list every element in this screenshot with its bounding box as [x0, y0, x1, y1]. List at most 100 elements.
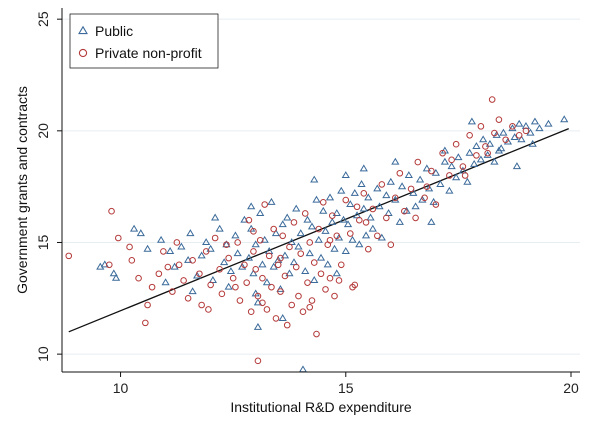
point-public — [352, 211, 362, 219]
point-private — [477, 123, 485, 130]
point-private — [274, 261, 282, 269]
point-private — [331, 292, 338, 300]
point-private — [175, 261, 183, 269]
point-private — [277, 288, 284, 295]
point-private — [135, 274, 142, 282]
point-private — [322, 286, 329, 293]
point-public — [211, 213, 220, 221]
point-public — [515, 119, 524, 127]
point-public — [111, 273, 121, 281]
point-private — [432, 201, 440, 208]
legend-marker-public — [78, 25, 88, 35]
point-private — [333, 232, 341, 240]
point-public — [319, 206, 328, 214]
point-private — [452, 140, 460, 148]
point-private — [473, 152, 480, 159]
point-public — [328, 218, 337, 225]
point-private — [225, 254, 232, 262]
point-public — [208, 276, 218, 283]
legend: Public Private non-profit — [69, 13, 219, 69]
point-private — [461, 172, 469, 179]
point-public — [382, 191, 391, 199]
point-public — [287, 238, 296, 246]
tick-labels: 10 15 20 10 15 20 25 — [35, 11, 579, 396]
point-public — [494, 146, 504, 154]
point-public — [220, 258, 229, 266]
point-public — [357, 180, 366, 187]
point-private — [202, 248, 210, 255]
y-tick-label: 25 — [35, 11, 51, 27]
point-public — [280, 251, 290, 259]
point-public — [375, 202, 384, 210]
point-private — [115, 234, 122, 242]
point-public — [177, 242, 186, 250]
point-private — [428, 167, 435, 175]
point-public — [436, 180, 445, 187]
point-public — [206, 244, 215, 252]
point-private — [256, 236, 264, 244]
point-public — [296, 229, 305, 237]
point-private — [290, 219, 298, 226]
point-private — [286, 243, 293, 251]
point-private — [522, 127, 530, 135]
point-public — [366, 213, 375, 221]
point-private — [502, 136, 509, 144]
point-public — [359, 164, 368, 172]
point-public — [312, 195, 321, 203]
point-private — [392, 194, 399, 202]
point-private — [292, 263, 300, 271]
point-public — [283, 213, 292, 221]
point-public — [339, 215, 348, 223]
point-private — [495, 116, 503, 123]
x-axis-label: Institutional R&D expenditure — [230, 399, 412, 415]
point-private — [270, 225, 278, 233]
point-private — [189, 257, 196, 264]
point-public — [307, 222, 317, 230]
point-public — [285, 269, 294, 277]
point-private — [144, 301, 151, 309]
point-public — [129, 224, 139, 232]
point-public — [197, 251, 206, 259]
point-public — [294, 242, 303, 250]
point-private — [148, 283, 156, 291]
point-private — [263, 306, 271, 313]
data-points — [65, 96, 569, 373]
point-private — [250, 248, 257, 255]
point-private — [488, 96, 496, 103]
point-private — [326, 236, 334, 244]
point-private — [355, 216, 363, 224]
point-private — [401, 207, 408, 215]
point-private — [353, 203, 361, 211]
point-private — [509, 123, 516, 130]
point-private — [484, 149, 491, 157]
point-private — [364, 245, 372, 253]
point-public — [278, 314, 287, 321]
point-public — [427, 218, 436, 225]
point-private — [216, 265, 223, 273]
point-public — [262, 278, 272, 286]
point-public — [332, 209, 341, 216]
point-private — [236, 297, 244, 304]
point-private — [407, 185, 415, 193]
point-public — [447, 162, 456, 170]
point-public — [418, 195, 427, 203]
point-public — [143, 244, 152, 252]
point-public — [373, 184, 382, 192]
point-private — [229, 274, 237, 282]
point-public — [346, 200, 355, 208]
point-public — [479, 135, 488, 143]
point-public — [256, 209, 265, 216]
point-private — [299, 308, 307, 316]
point-public — [355, 240, 364, 248]
point-public — [267, 197, 276, 205]
point-public — [445, 186, 454, 194]
point-public — [271, 229, 281, 237]
point-private — [439, 149, 446, 157]
point-public — [409, 188, 418, 196]
point-private — [218, 290, 226, 298]
series-public — [96, 115, 569, 373]
point-public — [222, 240, 231, 248]
point-public — [156, 235, 166, 243]
point-public — [391, 195, 400, 203]
